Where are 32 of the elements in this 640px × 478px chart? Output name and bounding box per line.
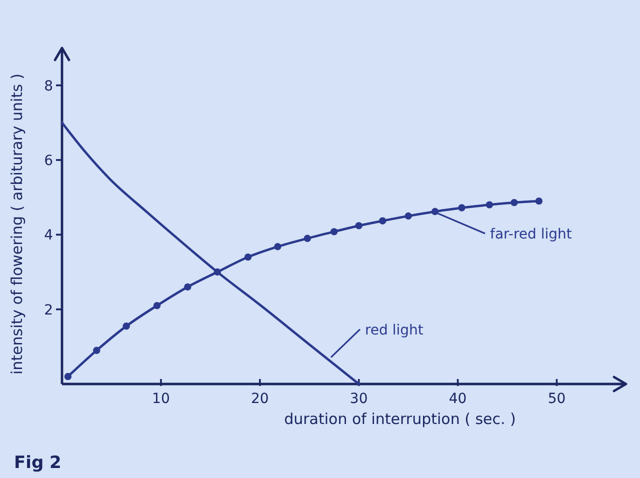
- point: [304, 234, 311, 242]
- point: [355, 222, 362, 230]
- x-tick-label: 10: [152, 391, 170, 407]
- point: [486, 201, 494, 208]
- y-tick-label: 6: [44, 153, 54, 169]
- y-tick-label: 4: [44, 228, 54, 244]
- point: [274, 243, 282, 250]
- point: [330, 228, 338, 236]
- x-tick-label: 20: [250, 391, 269, 407]
- point: [184, 283, 192, 291]
- point: [93, 346, 100, 354]
- point: [458, 204, 466, 212]
- point: [404, 212, 412, 220]
- point: [378, 217, 386, 224]
- point: [535, 197, 543, 205]
- x-axis-title: duration of interruption ( sec. ): [284, 410, 516, 428]
- point: [244, 253, 252, 261]
- point: [122, 322, 130, 330]
- series-label: far-red light: [490, 226, 572, 243]
- y-tick-label: 2: [44, 302, 53, 318]
- point: [64, 372, 72, 380]
- x-tick-label: 40: [448, 391, 467, 407]
- point: [510, 198, 518, 206]
- point: [153, 302, 161, 310]
- line-series: [60, 121, 360, 386]
- y-axis-title: intensity of flowering ( arbiturary units ): [8, 73, 26, 375]
- caption: Fig 2: [14, 453, 62, 473]
- text: red light: [364, 322, 424, 338]
- y-tick-label: 8: [44, 78, 53, 94]
- x-tick-label: 30: [350, 391, 368, 407]
- point: [431, 208, 439, 216]
- x-tick-label: 50: [548, 391, 566, 407]
